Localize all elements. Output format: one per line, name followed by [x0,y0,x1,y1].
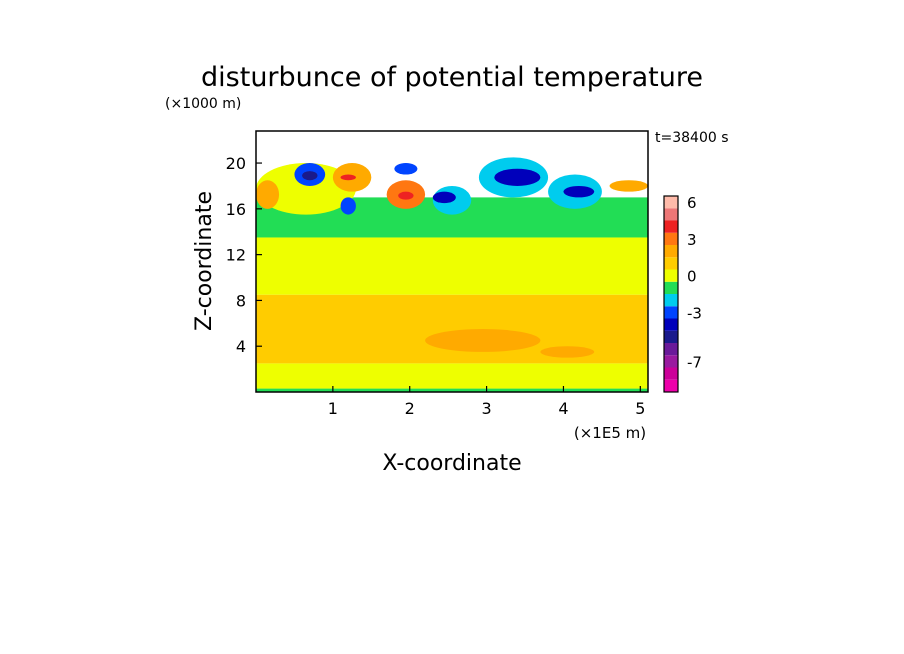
field-region-11 [302,171,318,181]
plot-area [256,157,648,392]
colorbar-swatch [664,257,678,270]
colorbar-frame [663,195,679,393]
y-tick-label: 8 [236,291,246,310]
y-tick-label: 12 [226,246,246,265]
x-axis-label: X-coordinate [382,451,521,476]
colorbar-swatch [664,318,678,331]
chart-title: disturbunce of potential temperature [201,62,703,93]
field-region-14 [340,197,356,215]
y-unit-label: (×1000 m) [165,96,241,112]
colorbar-swatch [664,355,678,368]
colorbar-swatch [664,294,678,307]
colorbar-swatch [664,196,678,209]
colorbar-swatch [664,343,678,356]
colorbar-swatch [664,269,678,282]
plot-frame [255,130,649,393]
field-region-24 [609,180,648,192]
x-tick-label: 5 [635,399,645,418]
colorbar-swatch [664,379,678,392]
y-axis-ticks: 20 16 12 8 4 [226,154,262,356]
colorbar: 6 3 0 -3 -7 [663,194,702,393]
field-region-13 [340,174,356,181]
field-region-21 [494,168,541,186]
colorbar-swatch [664,208,678,221]
field-region-17 [394,163,418,175]
colorbar-swatch [664,306,678,319]
colorbar-swatch [664,367,678,380]
field-region-1 [256,363,648,389]
x-tick-label: 3 [481,399,491,418]
colorbar-tick-label: -7 [687,353,702,371]
colorbar-swatch [664,245,678,258]
colorbar-tick-label: 6 [687,194,697,212]
colorbar-tick-label: 3 [687,231,697,249]
field-region-5 [540,346,595,358]
y-tick-label: 4 [236,337,246,356]
colorbar-swatch [664,232,678,245]
field-region-0 [256,388,648,392]
colorbar-swatch [664,220,678,233]
x-tick-label: 2 [405,399,415,418]
field-region-23 [563,185,595,198]
x-unit-label: (×1E5 m) [574,424,646,442]
field-region-16 [398,191,414,200]
field-region-8 [256,163,356,215]
field-region-9 [256,180,280,209]
field-region-19 [432,191,456,204]
colorbar-swatch [664,281,678,294]
x-tick-label: 1 [328,399,338,418]
colorbar-tick-label: 0 [687,268,697,286]
x-axis-ticks: 1 2 3 4 5 [328,386,645,418]
colorbar-tick-label: -3 [687,304,702,322]
field-region-6 [256,237,648,295]
field-region-4 [425,329,541,352]
y-tick-label: 20 [226,154,246,173]
time-label: t=38400 s [655,130,729,146]
x-tick-label: 4 [558,399,568,418]
y-tick-label: 16 [226,200,246,219]
y-axis-label: Z-coordinate [192,191,217,331]
colorbar-swatch [664,330,678,343]
